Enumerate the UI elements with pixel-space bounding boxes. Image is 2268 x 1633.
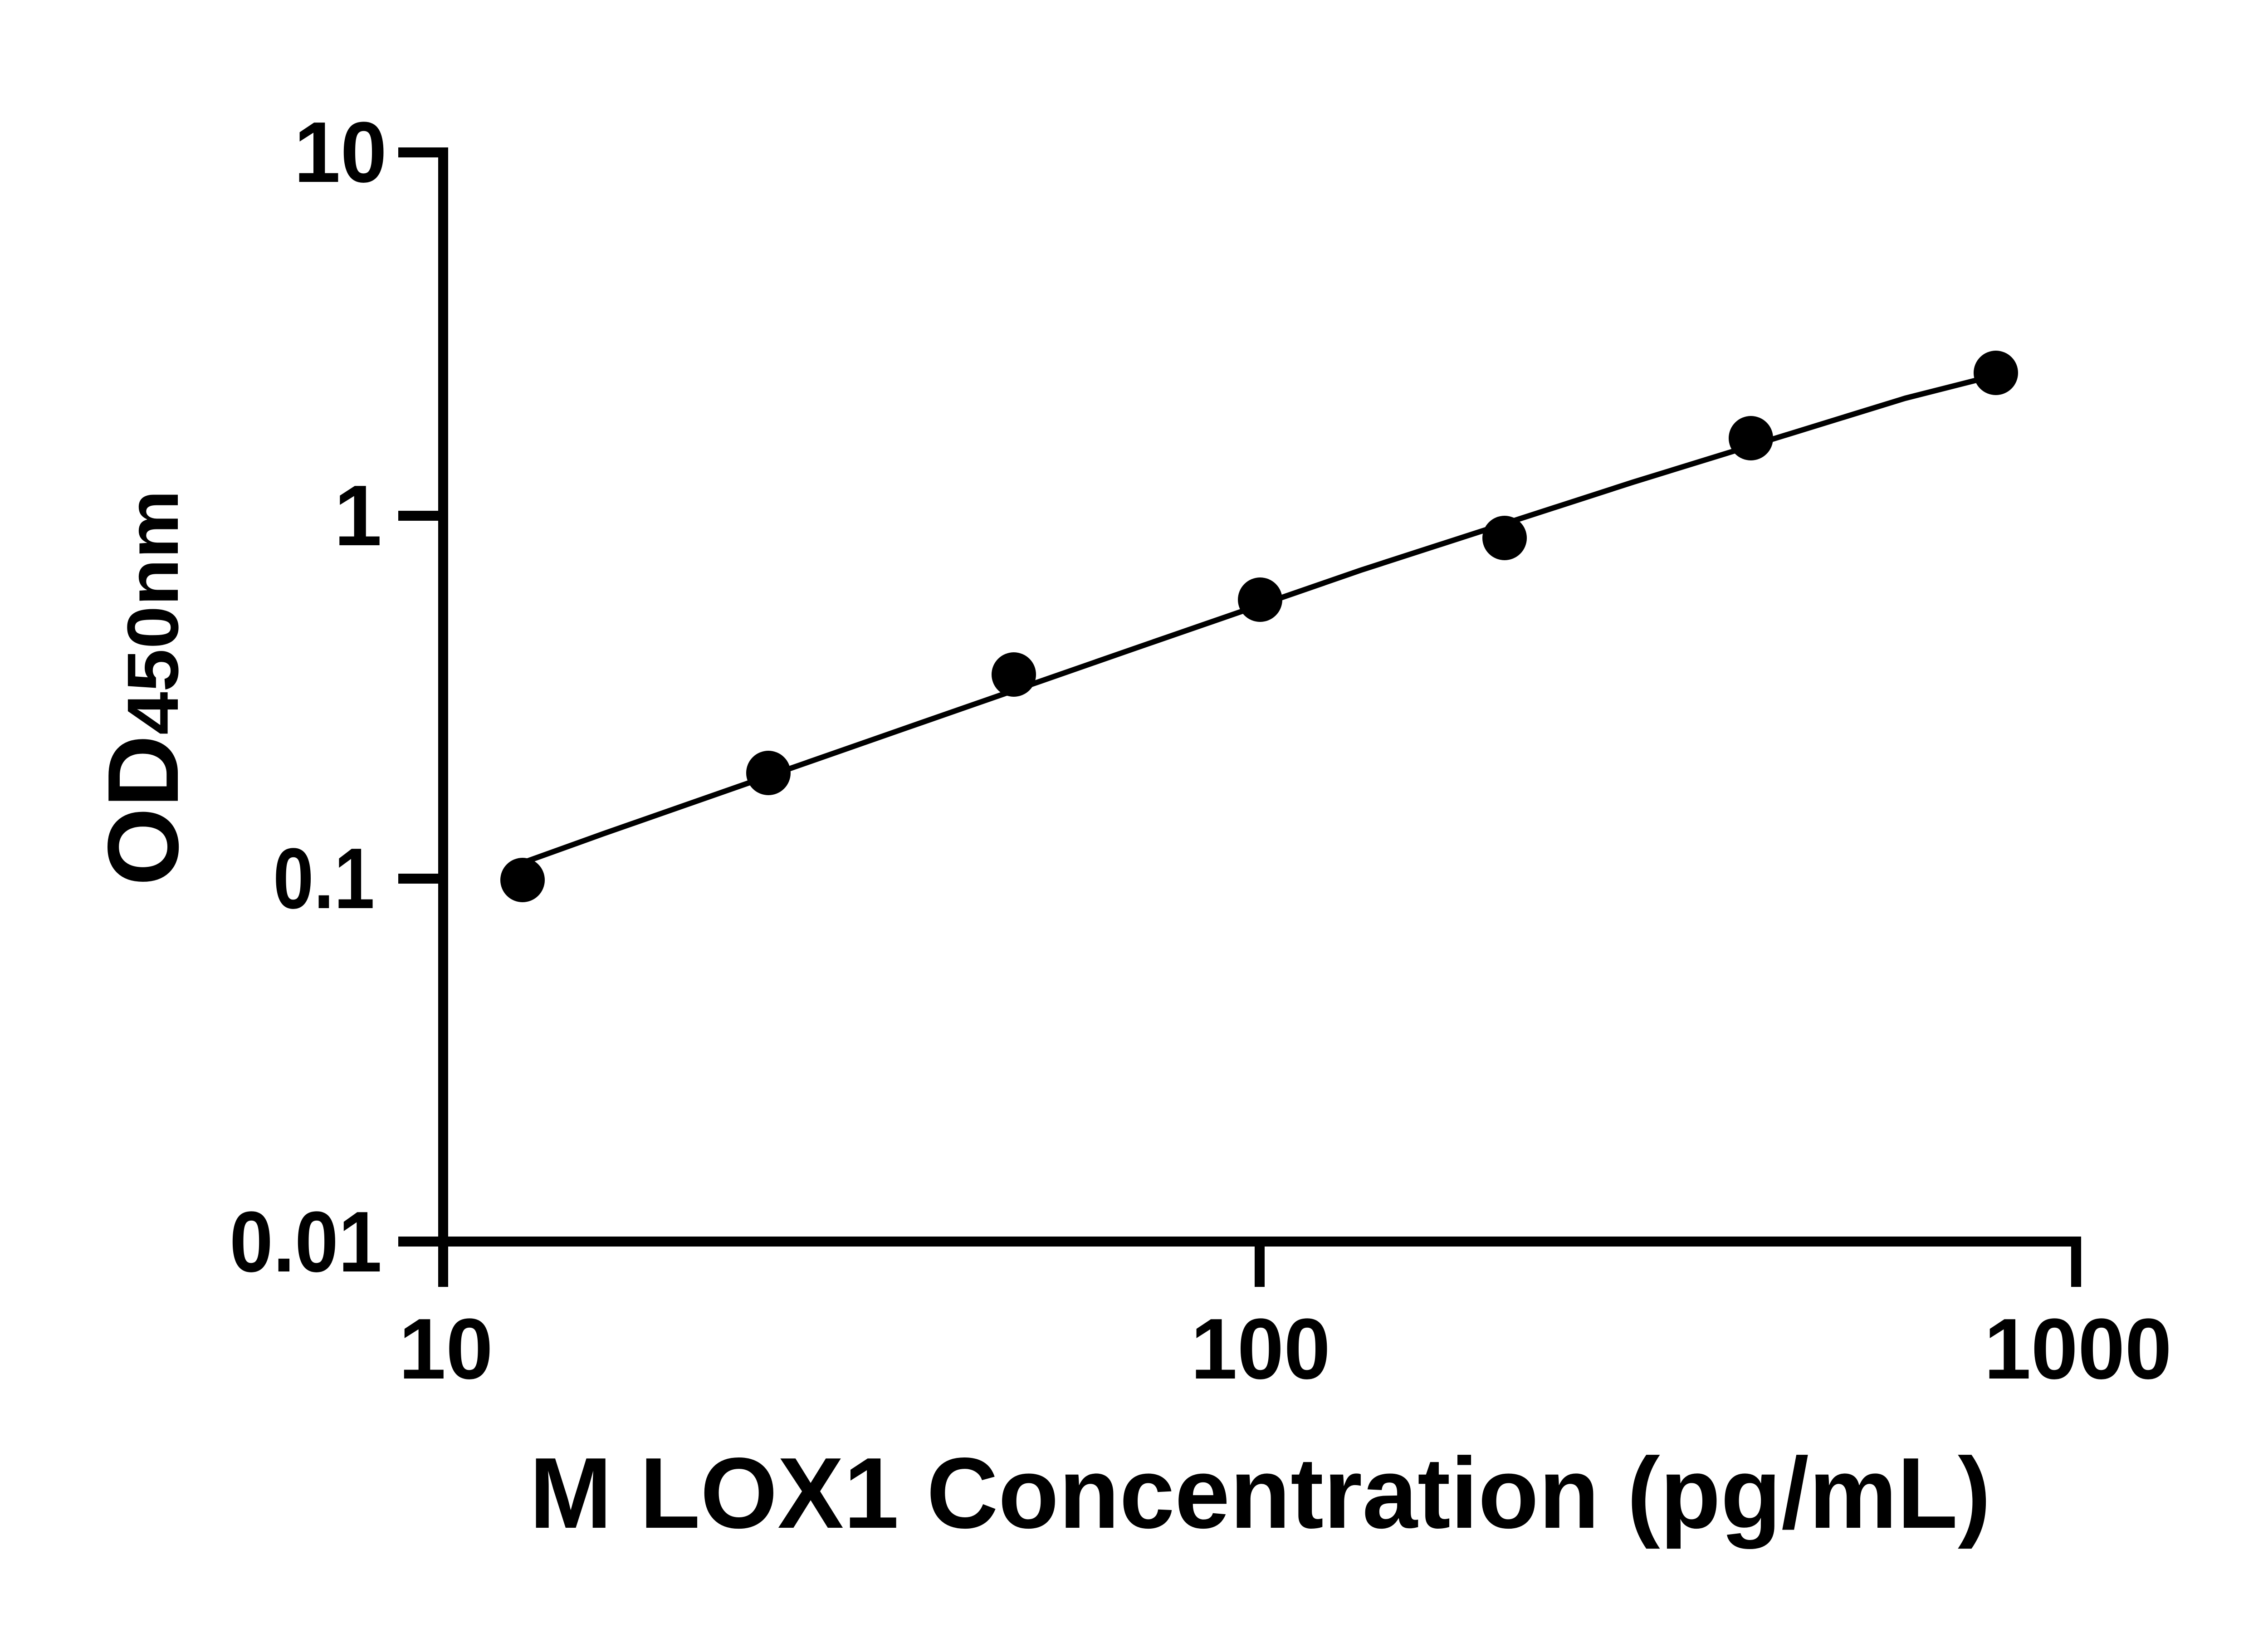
svg-text:0.1: 0.1 <box>273 831 375 927</box>
svg-text:10: 10 <box>294 104 387 200</box>
svg-text:0.01: 0.01 <box>230 1194 382 1290</box>
svg-text:1000: 1000 <box>1984 1301 2172 1397</box>
svg-text:100: 100 <box>1191 1301 1330 1397</box>
svg-text:OD: OD <box>87 735 200 886</box>
svg-text:10: 10 <box>399 1301 493 1397</box>
svg-text:450nm: 450nm <box>112 490 193 735</box>
svg-text:M LOX1 Concentration (pg/mL): M LOX1 Concentration (pg/mL) <box>529 1437 1991 1550</box>
svg-text:1: 1 <box>334 468 382 564</box>
